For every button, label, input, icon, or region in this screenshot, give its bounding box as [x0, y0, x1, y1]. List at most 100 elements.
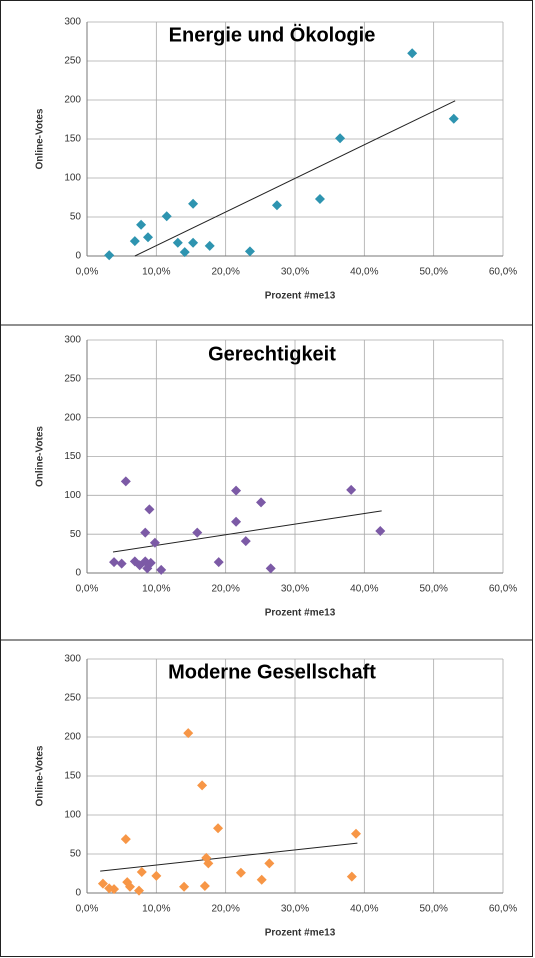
- point: [199, 880, 210, 891]
- point: [231, 485, 242, 496]
- point: [192, 527, 203, 538]
- point: [335, 133, 346, 144]
- point: [203, 858, 214, 869]
- x-tick-label: 10,0%: [142, 267, 170, 278]
- trendline: [100, 842, 358, 872]
- y-tick-label: 200: [64, 412, 81, 423]
- x-tick-label: 60,0%: [489, 904, 517, 915]
- x-tick-label: 40,0%: [350, 267, 378, 278]
- point: [197, 780, 208, 791]
- point: [124, 881, 135, 892]
- point: [116, 558, 127, 569]
- y-axis-label: Online-Votes: [35, 745, 46, 806]
- y-axis-label: Online-Votes: [35, 108, 46, 169]
- y-tick-label: 100: [64, 490, 81, 501]
- point: [314, 194, 325, 205]
- y-tick-label: 50: [70, 849, 82, 860]
- chart-title: Energie und Ökologie: [169, 23, 376, 46]
- x-tick-label: 60,0%: [489, 267, 517, 278]
- x-tick-label: 40,0%: [350, 584, 378, 595]
- point: [235, 867, 246, 878]
- point: [149, 537, 160, 548]
- y-tick-label: 100: [64, 810, 81, 821]
- trendline: [112, 510, 382, 553]
- x-tick-label: 20,0%: [211, 267, 239, 278]
- point: [140, 527, 151, 538]
- y-tick-label: 50: [70, 212, 82, 223]
- y-tick-label: 150: [64, 451, 81, 462]
- y-tick-label: 0: [75, 251, 81, 262]
- y-tick-label: 150: [64, 134, 81, 145]
- x-tick-label: 0,0%: [76, 904, 99, 915]
- y-tick-label: 200: [64, 732, 81, 743]
- y-tick-label: 300: [64, 654, 81, 665]
- point: [172, 237, 183, 248]
- point: [264, 858, 275, 869]
- point: [156, 564, 167, 575]
- point: [120, 834, 131, 845]
- chart-title: Gerechtigkeit: [208, 343, 336, 365]
- x-tick-label: 30,0%: [281, 904, 309, 915]
- point: [213, 823, 224, 834]
- y-tick-label: 0: [75, 568, 81, 579]
- point: [151, 870, 162, 881]
- x-tick-label: 60,0%: [489, 584, 517, 595]
- trendline: [134, 100, 456, 257]
- point: [448, 113, 459, 124]
- point: [134, 885, 144, 896]
- point: [265, 563, 276, 574]
- point: [109, 557, 120, 568]
- x-axis-label: Prozent #me13: [265, 291, 336, 302]
- point: [351, 828, 362, 839]
- point: [179, 247, 190, 258]
- point: [256, 497, 267, 508]
- point: [271, 200, 282, 211]
- x-tick-label: 0,0%: [76, 584, 99, 595]
- x-tick-label: 50,0%: [419, 904, 447, 915]
- y-tick-label: 150: [64, 771, 81, 782]
- point: [183, 728, 194, 739]
- point: [188, 237, 199, 248]
- y-tick-label: 250: [64, 373, 81, 384]
- point: [213, 557, 224, 568]
- x-tick-label: 30,0%: [281, 584, 309, 595]
- point: [179, 881, 190, 892]
- point: [97, 878, 108, 889]
- point: [144, 504, 155, 515]
- chart-title: Moderne Gesellschaft: [168, 661, 376, 683]
- y-axis-label: Online-Votes: [35, 426, 46, 487]
- point: [231, 516, 242, 527]
- x-tick-label: 20,0%: [211, 584, 239, 595]
- point: [256, 874, 267, 885]
- y-tick-label: 250: [64, 56, 81, 67]
- point: [104, 250, 115, 261]
- point: [407, 48, 418, 59]
- point: [204, 240, 215, 251]
- y-tick-label: 50: [70, 529, 82, 540]
- y-tick-label: 0: [75, 888, 81, 899]
- y-tick-label: 250: [64, 693, 81, 704]
- point: [161, 211, 172, 222]
- point: [129, 236, 140, 247]
- x-axis-label: Prozent #me13: [265, 928, 336, 939]
- y-tick-label: 300: [64, 335, 81, 346]
- x-tick-label: 10,0%: [142, 584, 170, 595]
- x-tick-label: 0,0%: [76, 267, 99, 278]
- x-tick-label: 50,0%: [419, 584, 447, 595]
- point: [145, 557, 156, 568]
- point: [188, 198, 199, 209]
- y-tick-label: 100: [64, 173, 81, 184]
- x-tick-label: 50,0%: [419, 267, 447, 278]
- point: [136, 866, 147, 877]
- point: [143, 232, 154, 243]
- y-tick-label: 200: [64, 95, 81, 106]
- point: [346, 871, 357, 882]
- x-tick-label: 40,0%: [350, 904, 378, 915]
- point: [120, 476, 131, 487]
- point: [375, 526, 386, 537]
- point: [109, 884, 120, 895]
- point: [240, 536, 251, 547]
- point: [244, 246, 255, 257]
